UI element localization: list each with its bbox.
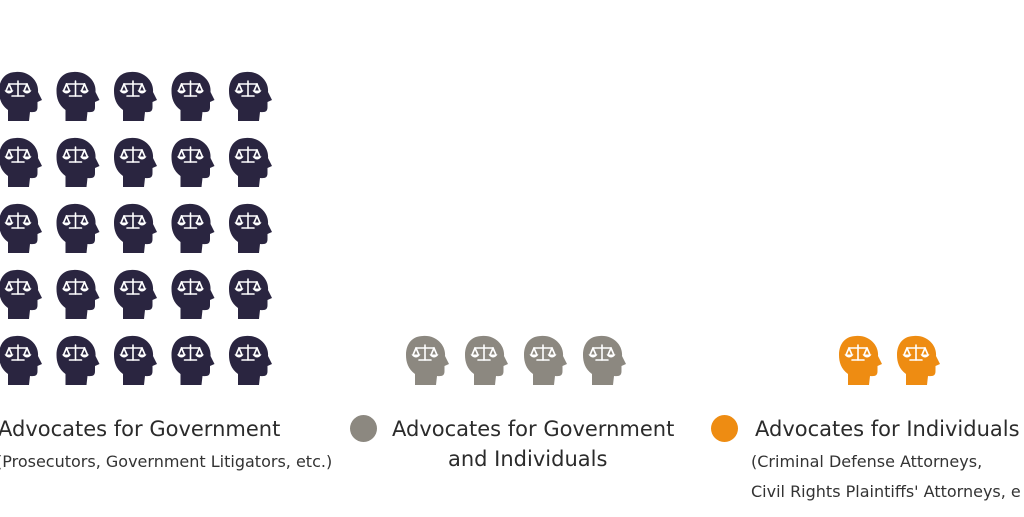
pictograph-unit-series-2-2: [465, 335, 508, 385]
legend-label-government-and-individuals-line2: and Individuals: [448, 447, 608, 471]
pictograph-unit-series-1-6: [0, 137, 42, 187]
pictograph-unit-series-1-20: [229, 269, 272, 319]
legend-label-government-and-individuals: Advocates for Government: [392, 417, 675, 441]
pictograph-unit-series-1-15: [229, 203, 272, 253]
pictograph-unit-series-1-19: [171, 269, 215, 319]
pictograph-unit-series-1-8: [114, 137, 157, 187]
pictograph-unit-series-1-2: [56, 71, 100, 122]
pictograph-unit-series-3-2: [897, 335, 940, 385]
pictograph-unit-series-1-23: [114, 335, 157, 385]
legend-label-government: Advocates for Government: [0, 417, 281, 441]
pictograph-unit-series-1-3: [114, 71, 157, 122]
pictograph-unit-series-1-25: [229, 335, 272, 385]
pictograph-unit-series-1-10: [229, 137, 272, 187]
pictograph-unit-series-1-4: [171, 71, 215, 122]
pictograph-unit-series-1-1: [0, 71, 42, 121]
pictograph-unit-series-1-13: [114, 203, 157, 253]
pictograph-unit-series-1-24: [171, 335, 215, 385]
pictograph-unit-series-1-14: [171, 203, 215, 253]
pictograph-unit-series-1-21: [0, 335, 42, 385]
pictograph-unit-series-1-22: [56, 335, 100, 385]
pictograph-unit-series-2-3: [524, 335, 567, 385]
legend-sublabel-individuals-line1: (Criminal Defense Attorneys,: [751, 452, 983, 471]
pictograph-unit-series-1-7: [56, 137, 100, 187]
pictograph-unit-series-1-5: [229, 71, 272, 122]
pictograph-unit-series-1-16: [0, 269, 42, 319]
pictograph-unit-series-2-1: [406, 335, 449, 385]
legend-sublabel-individuals-line2: Civil Rights Plaintiffs' Attorneys, e: [751, 482, 1021, 501]
pictograph-unit-series-1-17: [56, 269, 100, 319]
pictograph-unit-series-1-18: [114, 269, 157, 319]
pictograph-unit-series-1-11: [0, 203, 42, 253]
legend-label-individuals: Advocates for Individuals: [755, 417, 1020, 441]
pictograph-unit-series-2-4: [583, 335, 626, 385]
pictograph-unit-series-3-1: [839, 335, 882, 385]
legend-dot-government-and-individuals: [350, 415, 377, 442]
pictograph-unit-series-1-9: [171, 137, 215, 187]
legend-dot-individuals: [711, 415, 738, 442]
legend-sublabel-government: (Prosecutors, Government Litigators, etc…: [0, 452, 333, 471]
pictograph-unit-series-1-12: [56, 203, 100, 253]
